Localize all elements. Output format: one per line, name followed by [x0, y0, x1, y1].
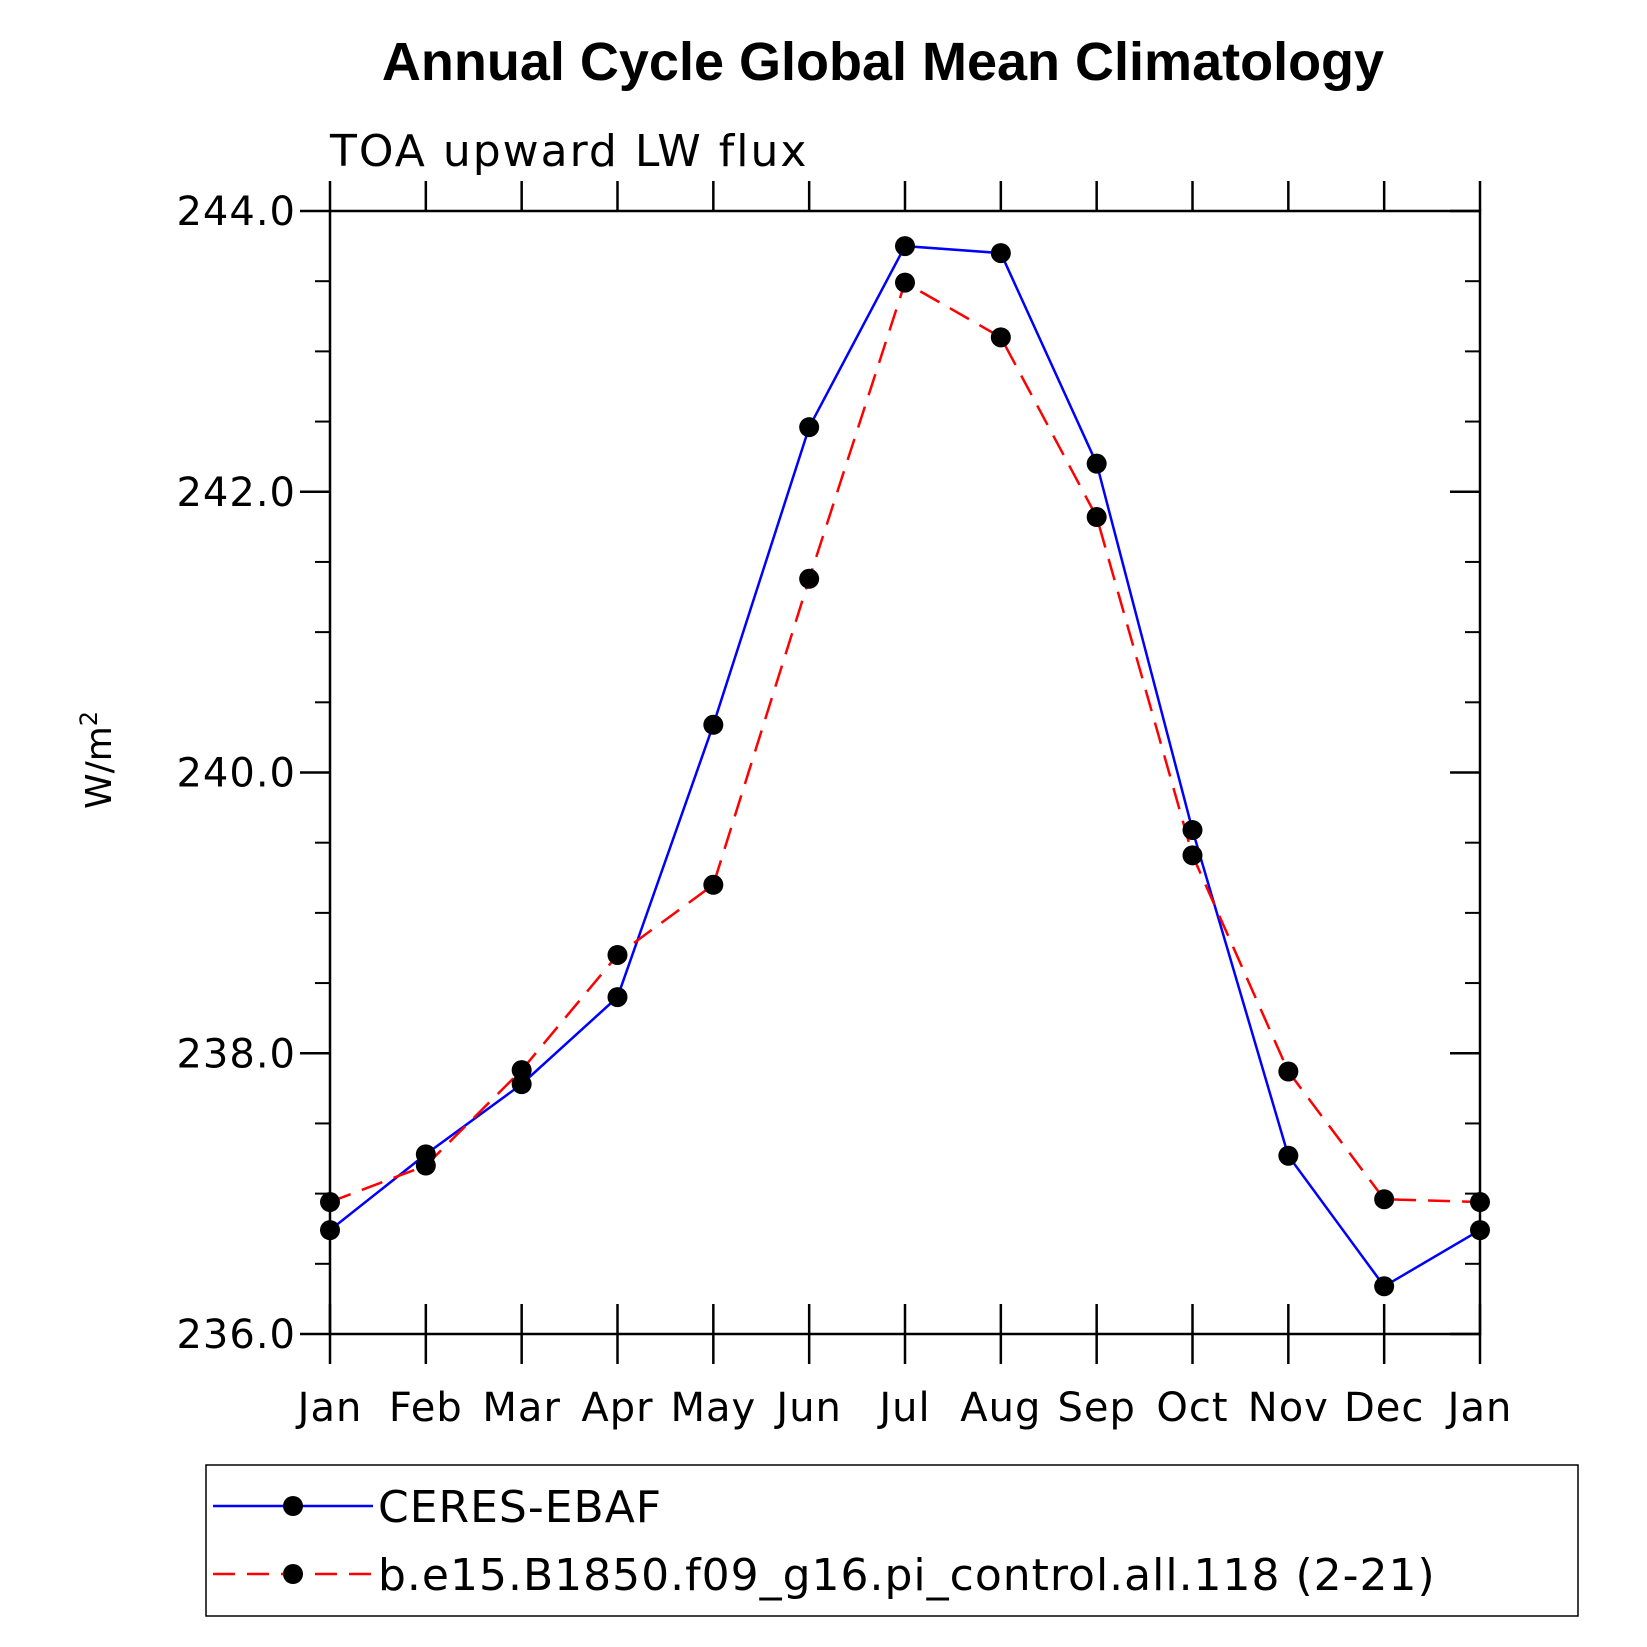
series-0-point-10 [1278, 1145, 1299, 1166]
y-tick-labels: 236.0 238.0 240.0 242.0 244.0 [176, 189, 296, 1358]
x-tick-label: Jan [1445, 1385, 1513, 1431]
x-tick-labels: Jan Feb Mar Apr May Jun Jul Aug Sep Oct Nov Dec Jan [295, 1385, 1513, 1431]
legend: CERES-EBAF b.e15.B1850.f09_g16.pi_contro… [205, 1464, 1579, 1617]
series-0-point-0 [320, 1220, 340, 1241]
y-axis-label: W/m2 [75, 711, 120, 809]
series-0-point-3 [607, 987, 628, 1008]
series-1-point-6 [895, 272, 915, 293]
x-tick-label: Oct [1156, 1385, 1228, 1431]
y-axis-label-superscript: 2 [75, 711, 103, 726]
series-0-point-7 [990, 243, 1011, 264]
series-layer [320, 236, 1490, 1297]
x-tick-label: Jul [876, 1385, 930, 1431]
series-1-point-5 [799, 568, 820, 589]
plot-frame [328, 209, 1482, 1336]
series-0-point-2 [511, 1074, 532, 1095]
x-tick-label: Nov [1248, 1385, 1329, 1431]
series-1-point-1 [415, 1155, 436, 1176]
series-1-point-4 [703, 874, 724, 895]
series-line-1 [329, 280, 1481, 1204]
y-tick-label: 242.0 [176, 470, 296, 516]
x-tick-label: Sep [1057, 1385, 1135, 1431]
legend-label-model: b.e15.B1850.f09_g16.pi_control.all.118 (… [378, 1550, 1436, 1601]
chart-subtitle: TOA upward LW flux [329, 126, 808, 177]
series-1-point-2 [511, 1060, 532, 1081]
series-1-point-7 [990, 327, 1011, 348]
y-tick-label: 238.0 [176, 1031, 296, 1077]
series-1-point-8 [1086, 507, 1107, 528]
legend-marker-ceres-ebaf [283, 1496, 303, 1516]
series-0-point-8 [1086, 453, 1107, 474]
y-tick-label: 244.0 [176, 189, 296, 235]
legend-box [205, 1464, 1579, 1617]
x-tick-label: Mar [482, 1385, 560, 1431]
x-tick-label: Jan [295, 1385, 363, 1431]
series-line-0 [329, 244, 1481, 1288]
x-tick-label: Aug [960, 1385, 1041, 1431]
series-0-point-5 [799, 417, 820, 438]
series-0-point-11 [1374, 1276, 1395, 1297]
chart-title: Annual Cycle Global Mean Climatology [382, 32, 1384, 92]
legend-label-ceres-ebaf: CERES-EBAF [378, 1482, 662, 1533]
y-tick-label: 236.0 [176, 1312, 296, 1358]
x-tick-label: Dec [1344, 1385, 1424, 1431]
legend-marker-model [283, 1564, 303, 1584]
series-0-point-4 [703, 714, 724, 735]
y-tick-label: 240.0 [176, 751, 296, 797]
x-tick-label: Apr [581, 1385, 653, 1431]
y-axis-label-text: W/m [79, 726, 120, 809]
series-0-point-9 [1182, 820, 1203, 841]
svg-text:W/m2: W/m2 [75, 711, 120, 809]
axis-ticks [300, 181, 1482, 1364]
series-1-point-12 [1470, 1192, 1490, 1213]
series-1-point-9 [1182, 845, 1203, 866]
x-tick-label: May [670, 1385, 756, 1431]
x-tick-label: Feb [389, 1385, 463, 1431]
series-0-point-6 [895, 236, 915, 257]
series-1-point-0 [320, 1192, 340, 1213]
series-0-point-12 [1470, 1220, 1490, 1241]
series-1-point-3 [607, 944, 628, 965]
series-1-point-10 [1278, 1061, 1299, 1082]
x-tick-label: Jun [773, 1385, 842, 1431]
series-1-point-11 [1374, 1189, 1395, 1210]
